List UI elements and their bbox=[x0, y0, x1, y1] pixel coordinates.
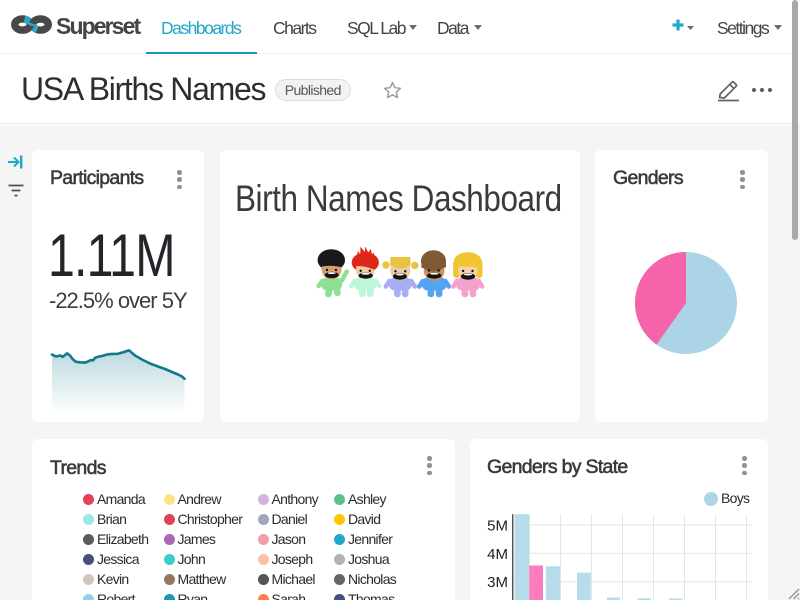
svg-text:4M: 4M bbox=[487, 546, 508, 563]
svg-text:3M: 3M bbox=[487, 574, 508, 591]
svg-text:5M: 5M bbox=[487, 518, 508, 535]
